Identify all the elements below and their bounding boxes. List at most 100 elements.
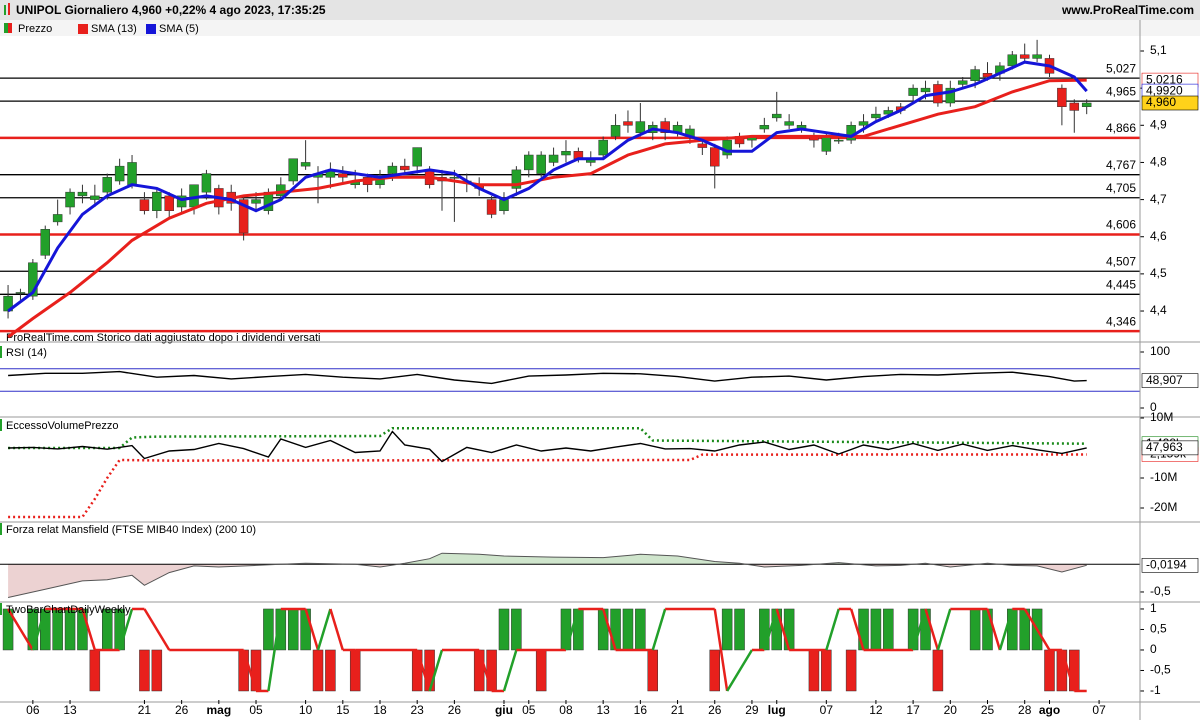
line-segment <box>143 608 171 651</box>
line-segment <box>849 608 865 651</box>
bar <box>969 608 981 651</box>
bar <box>759 608 770 651</box>
candle-body <box>164 195 174 211</box>
y-tick-label: 4,4 <box>1150 303 1167 317</box>
bar <box>287 608 299 651</box>
chart-note: ProRealTime.com Storico dati aggiustato … <box>6 332 320 344</box>
candle-body <box>635 121 646 133</box>
x-tick-label: 18 <box>373 703 387 717</box>
series-line <box>8 430 1087 463</box>
bar <box>473 649 485 692</box>
end-label: 5,0216 <box>1146 72 1183 86</box>
bar <box>907 608 919 651</box>
line-segment <box>304 608 320 651</box>
end-label-box <box>1141 373 1199 388</box>
candle-body <box>15 292 26 294</box>
candle-body <box>449 177 460 179</box>
line-segment <box>1023 608 1051 651</box>
bar <box>151 649 163 692</box>
bar <box>238 649 249 692</box>
x-tick-label: 17 <box>906 703 920 717</box>
candle-body <box>300 162 311 167</box>
candle-body <box>90 195 100 200</box>
candle-body <box>114 165 125 182</box>
candle-body <box>338 173 348 178</box>
bar <box>721 608 733 651</box>
y-tick-label: -1 <box>1150 683 1161 697</box>
bar <box>325 649 336 692</box>
panel-title-bg <box>0 346 2 358</box>
candle-body <box>201 173 212 193</box>
bar <box>250 649 262 692</box>
candle-body <box>65 191 75 208</box>
candle-body <box>784 121 794 126</box>
x-tick-label: 26 <box>175 703 189 717</box>
candle-body <box>821 136 832 152</box>
candle-body <box>1081 102 1092 107</box>
bar <box>1044 649 1055 692</box>
candle-body <box>858 121 869 126</box>
bar <box>511 608 522 651</box>
end-label: 47,963 <box>1146 440 1183 454</box>
candle-body <box>945 87 956 104</box>
panel-title-bg <box>0 523 2 535</box>
x-tick-label: 10 <box>299 703 313 717</box>
y-tick-label: -10M <box>1150 470 1177 484</box>
y-tick-label: 100 <box>1150 344 1170 358</box>
bar <box>300 608 311 651</box>
y-tick-label: 4,5 <box>1150 266 1167 280</box>
level-label: 4,606 <box>1106 218 1136 232</box>
series-line <box>8 453 1087 519</box>
candle-body <box>1019 54 1030 59</box>
candle-body <box>40 229 51 256</box>
y-tick-label: 4,7 <box>1150 192 1167 206</box>
candle-body <box>709 147 720 167</box>
line-segment <box>502 649 518 692</box>
end-label-box <box>1141 440 1199 456</box>
bar <box>932 649 944 692</box>
candle-body <box>1069 102 1080 111</box>
line-segment <box>726 649 754 692</box>
bar <box>1069 649 1080 692</box>
candle-body <box>238 199 249 234</box>
y-tick-label: 10M <box>1150 410 1173 424</box>
candle-body <box>548 154 559 163</box>
bar <box>89 649 101 692</box>
level-label: 4,767 <box>1106 158 1136 172</box>
legend-entry: Prezzo <box>18 23 52 35</box>
line-segment <box>1060 649 1076 692</box>
bar <box>560 608 572 651</box>
candle-body <box>387 165 398 174</box>
y-tick-label: 4,9 <box>1150 117 1167 131</box>
bar <box>709 649 720 692</box>
area-negative <box>8 564 1087 598</box>
header-icon <box>8 3 10 15</box>
header-icon <box>4 5 6 15</box>
bar <box>783 608 795 651</box>
candle-body <box>771 113 782 119</box>
bar <box>139 649 150 692</box>
x-tick-label: 29 <box>745 703 759 717</box>
x-tick-label: lug <box>768 703 786 717</box>
x-tick-label: 15 <box>336 703 350 717</box>
bar <box>573 608 584 651</box>
candle-body <box>970 69 980 81</box>
line-segment <box>713 608 729 692</box>
line-segment <box>986 608 1002 651</box>
candle-body <box>697 143 708 148</box>
x-tick-label: 07 <box>820 703 834 717</box>
x-tick-label: 26 <box>448 703 462 717</box>
y-tick-label: -20M <box>1150 500 1177 514</box>
panel-title: RSI (14) <box>6 347 47 359</box>
line-segment <box>242 649 258 692</box>
line-segment <box>564 608 580 651</box>
header-bar <box>0 0 1200 20</box>
line-segment <box>31 608 47 651</box>
candle-body <box>908 87 918 96</box>
line-segment <box>329 608 345 651</box>
x-tick-label: 05 <box>249 703 263 717</box>
end-label-box <box>1141 558 1199 573</box>
y-tick-label: 0,5 <box>1150 622 1167 636</box>
